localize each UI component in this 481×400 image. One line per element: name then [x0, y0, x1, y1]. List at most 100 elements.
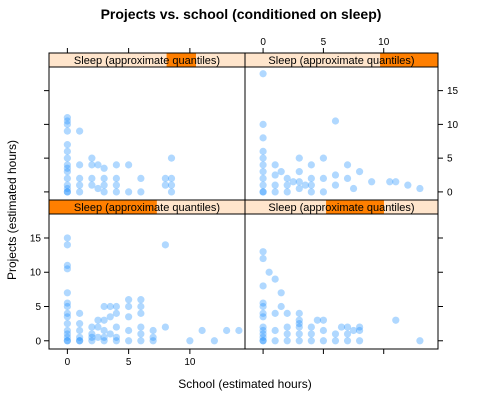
data-point — [278, 168, 285, 175]
y-tick-label-left: 15 — [30, 233, 42, 244]
data-point — [94, 323, 101, 330]
data-point — [308, 161, 315, 168]
data-point — [332, 117, 339, 124]
data-point — [76, 310, 83, 317]
x-tick-label-top: 10 — [378, 37, 390, 48]
data-point — [162, 323, 169, 330]
data-point — [137, 330, 144, 337]
data-point — [284, 175, 291, 182]
panels-layer: Sleep (approximate quantiles) Sleep (appr… — [49, 53, 438, 349]
data-point — [320, 327, 327, 334]
data-point — [64, 289, 71, 296]
data-point — [64, 168, 71, 175]
data-point — [113, 182, 120, 189]
data-point — [88, 161, 95, 168]
data-point — [113, 188, 120, 195]
y-tick-label-right: 15 — [447, 86, 459, 97]
data-point — [137, 303, 144, 310]
data-point — [284, 337, 291, 344]
data-point — [320, 337, 327, 344]
data-point — [94, 334, 101, 341]
data-point — [125, 337, 132, 344]
data-point — [113, 310, 120, 317]
data-point — [259, 282, 266, 289]
data-point — [320, 188, 327, 195]
panel-top-right: Sleep (approximate quantiles) — [245, 53, 438, 200]
data-point — [137, 175, 144, 182]
strip-label: Sleep (approximate quantiles) — [268, 202, 414, 214]
y-tick-label-right: 5 — [447, 154, 453, 165]
data-point — [223, 327, 230, 334]
data-point — [259, 70, 266, 77]
data-point — [368, 178, 375, 185]
x-tick-label-bottom: 0 — [65, 357, 71, 368]
data-point — [272, 182, 279, 189]
data-point — [101, 188, 108, 195]
data-point — [101, 317, 108, 324]
data-point — [76, 337, 83, 344]
data-point — [266, 269, 273, 276]
data-point — [137, 337, 144, 344]
data-point — [113, 337, 120, 344]
data-point — [332, 330, 339, 337]
data-point — [64, 241, 71, 248]
data-point — [296, 310, 303, 317]
data-point — [64, 175, 71, 182]
data-point — [259, 168, 266, 175]
data-point — [168, 182, 175, 189]
x-axis-label: School (estimated hours) — [178, 377, 311, 391]
data-point — [76, 188, 83, 195]
data-point — [94, 185, 101, 192]
data-point — [125, 313, 132, 320]
data-point — [259, 134, 266, 141]
data-point — [137, 296, 144, 303]
data-point — [259, 303, 266, 310]
data-point — [137, 188, 144, 195]
data-point — [296, 155, 303, 162]
data-point — [107, 313, 114, 320]
data-point — [332, 171, 339, 178]
panel-bottom-left: Sleep (approximate quantiles) — [49, 200, 245, 349]
data-point — [259, 337, 266, 344]
data-point — [284, 323, 291, 330]
data-point — [94, 161, 101, 168]
y-axis-label: Projects (estimated hours) — [5, 140, 19, 280]
data-point — [356, 168, 363, 175]
data-point — [162, 241, 169, 248]
x-tick-label-top: 0 — [260, 37, 266, 48]
data-point — [88, 323, 95, 330]
data-point — [76, 128, 83, 135]
data-point — [392, 178, 399, 185]
data-point — [125, 327, 132, 334]
y-tick-label-right: 0 — [447, 187, 453, 198]
y-tick-label-right: 10 — [447, 120, 459, 131]
data-point — [259, 175, 266, 182]
panel-bottom-right: Sleep (approximate quantiles) — [245, 200, 438, 349]
data-point — [64, 303, 71, 310]
data-point — [344, 323, 351, 330]
data-point — [308, 337, 315, 344]
data-point — [308, 330, 315, 337]
data-point — [186, 337, 193, 344]
chart-title: Projects vs. school (conditioned on slee… — [101, 6, 382, 22]
data-point — [162, 182, 169, 189]
data-point — [272, 337, 279, 344]
data-point — [101, 182, 108, 189]
data-point — [64, 148, 71, 155]
data-point — [88, 182, 95, 189]
data-point — [308, 182, 315, 189]
data-point — [284, 182, 291, 189]
x-tick-label-top: 5 — [321, 37, 327, 48]
data-point — [64, 128, 71, 135]
data-point — [332, 337, 339, 344]
data-point — [296, 323, 303, 330]
y-tick-label-left: 5 — [35, 302, 41, 313]
data-point — [344, 337, 351, 344]
data-point — [101, 327, 108, 334]
panel-frame — [245, 67, 438, 200]
data-point — [113, 161, 120, 168]
data-point — [64, 121, 71, 128]
x-tick-label-bottom: 10 — [184, 357, 196, 368]
data-point — [211, 337, 218, 344]
data-point — [76, 182, 83, 189]
